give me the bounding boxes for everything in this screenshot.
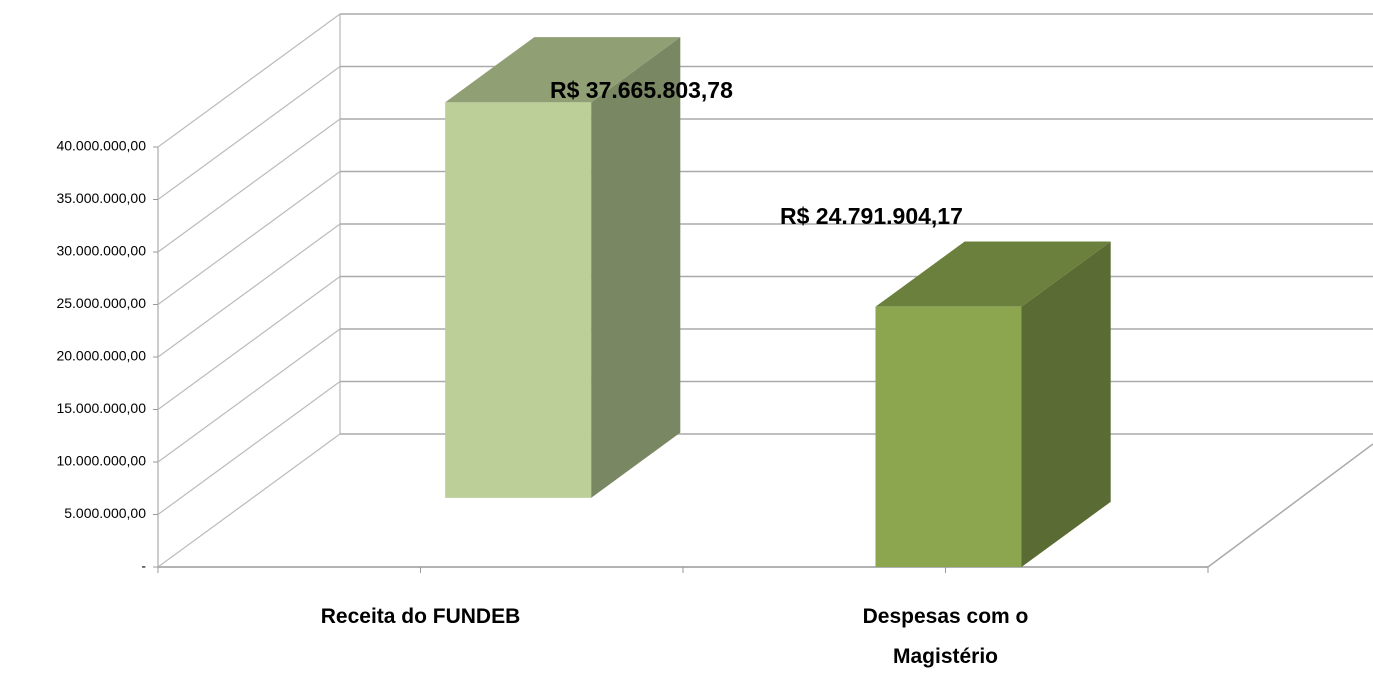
- side-grid-line: [157, 276, 341, 410]
- side-grid-line: [157, 381, 341, 515]
- bar-side: [1021, 241, 1111, 567]
- side-grid-line: [157, 328, 341, 463]
- bar: [445, 102, 592, 498]
- y-tick-label: -: [141, 558, 146, 574]
- value-label: R$ 24.791.904,17: [780, 203, 963, 229]
- bar-top: [445, 37, 681, 103]
- y-tick-label: 30.000.000,00: [56, 243, 146, 259]
- value-label: R$ 37.665.803,78: [550, 77, 733, 103]
- y-tick-label: 10.000.000,00: [56, 453, 146, 469]
- floor-right: [1207, 443, 1373, 568]
- side-grid-line: [157, 433, 341, 568]
- y-tick-label: 25.000.000,00: [56, 295, 146, 311]
- bar: [875, 306, 1022, 567]
- y-tick-label: 5.000.000,00: [64, 505, 146, 521]
- bar-side: [591, 37, 681, 498]
- x-tick-label: Despesas com o Magistério: [862, 605, 1029, 668]
- side-grid-line: [157, 118, 341, 253]
- side-grid-line: [157, 13, 341, 148]
- y-tick-label: 15.000.000,00: [56, 400, 146, 416]
- side-grid-line: [157, 223, 341, 358]
- bar-top: [875, 241, 1111, 307]
- y-tick-label: 20.000.000,00: [56, 348, 146, 364]
- side-grid-line: [157, 66, 341, 200]
- y-tick-label: 35.000.000,00: [56, 190, 146, 206]
- y-tick-label: 40.000.000,00: [56, 138, 146, 154]
- side-grid-line: [157, 171, 341, 305]
- x-tick-label: Receita do FUNDEB: [320, 605, 521, 628]
